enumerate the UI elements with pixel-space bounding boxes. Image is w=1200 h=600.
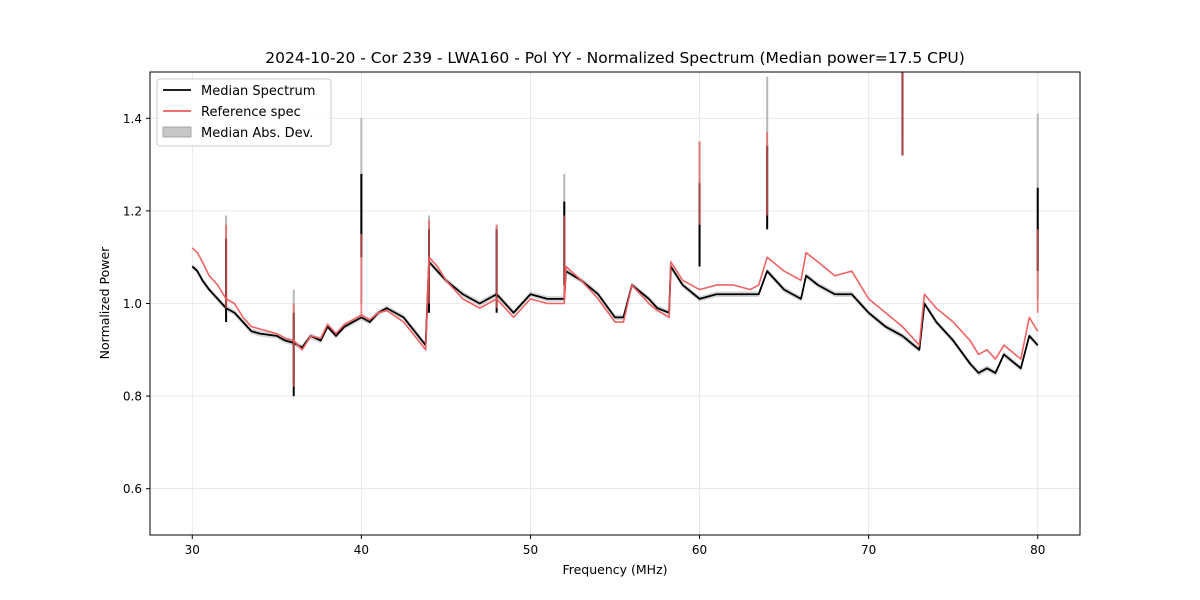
y-axis-label: Normalized Power — [97, 246, 112, 360]
y-tick-label: 1.2 — [123, 204, 142, 218]
axis-ticks: 30 40 50 60 70 80 0.6 0.8 1.0 1.2 1.4 — [123, 112, 1045, 557]
legend-swatch-mad — [162, 126, 192, 138]
x-tick-label: 80 — [1030, 543, 1045, 557]
legend: Median Spectrum Reference spec Median Ab… — [156, 78, 332, 147]
legend-box — [156, 78, 332, 147]
legend-label-mad: Median Abs. Dev. — [201, 126, 313, 141]
grid — [150, 72, 1080, 535]
x-tick-label: 30 — [185, 543, 200, 557]
y-tick-label: 0.8 — [123, 390, 142, 404]
y-tick-label: 1.0 — [123, 297, 142, 311]
median-spectrum-line — [191, 260, 1039, 374]
x-axis-label: Frequency (MHz) — [562, 562, 667, 577]
reference-spectrum-line — [191, 247, 1039, 360]
y-tick-label: 0.6 — [123, 482, 142, 496]
y-tick-label: 1.4 — [123, 112, 142, 126]
x-tick-label: 70 — [861, 543, 876, 557]
chart-title: 2024-10-20 - Cor 239 - LWA160 - Pol YY -… — [265, 49, 965, 67]
legend-label-median: Median Spectrum — [201, 84, 315, 99]
plot-area — [191, 72, 1039, 397]
x-tick-label: 40 — [354, 543, 369, 557]
x-tick-label: 50 — [523, 543, 538, 557]
x-tick-label: 60 — [692, 543, 707, 557]
legend-label-reference: Reference spec — [201, 105, 301, 120]
